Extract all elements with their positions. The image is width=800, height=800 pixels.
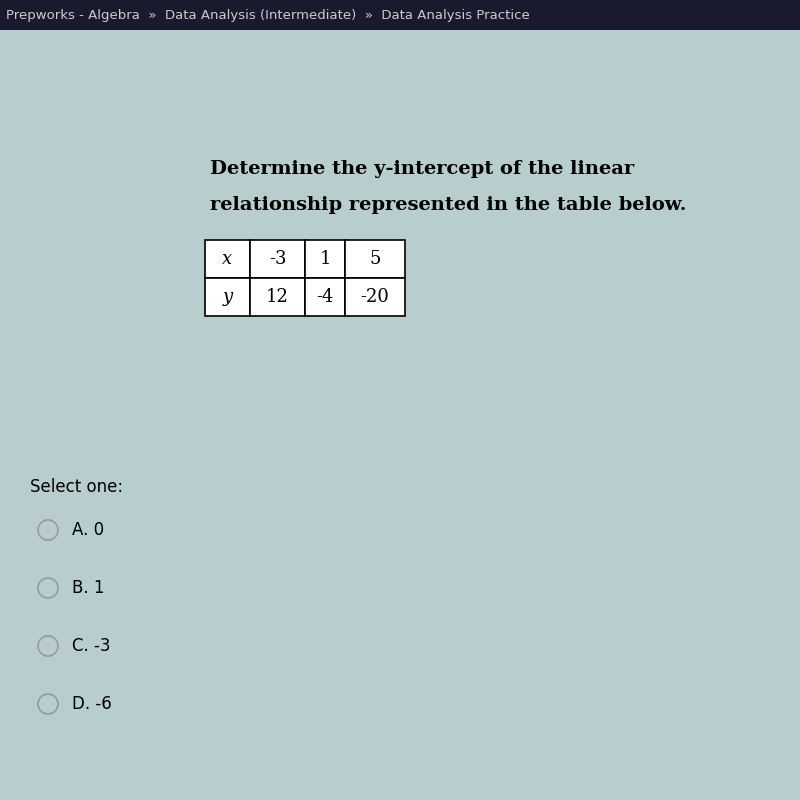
Text: C. -3: C. -3: [72, 637, 110, 655]
Bar: [345, 278, 405, 316]
Text: -4: -4: [316, 288, 334, 306]
Bar: [305, 278, 345, 316]
Bar: [250, 278, 305, 316]
Bar: [205, 240, 250, 278]
Text: Prepworks - Algebra  »  Data Analysis (Intermediate)  »  Data Analysis Practice: Prepworks - Algebra » Data Analysis (Int…: [6, 9, 530, 22]
Text: 1: 1: [319, 250, 330, 268]
Text: x: x: [222, 250, 233, 268]
Text: Select one:: Select one:: [30, 478, 123, 496]
Text: 5: 5: [370, 250, 381, 268]
Bar: [205, 278, 250, 316]
Text: -20: -20: [361, 288, 390, 306]
Text: 12: 12: [266, 288, 289, 306]
Bar: [305, 240, 345, 278]
Bar: [0, 0, 800, 30]
Bar: [345, 240, 405, 278]
Text: relationship represented in the table below.: relationship represented in the table be…: [210, 196, 686, 214]
Bar: [250, 240, 305, 278]
Text: A. 0: A. 0: [72, 521, 104, 539]
Text: -3: -3: [269, 250, 286, 268]
Text: B. 1: B. 1: [72, 579, 105, 597]
Text: Determine the y-intercept of the linear: Determine the y-intercept of the linear: [210, 160, 634, 178]
Text: D. -6: D. -6: [72, 695, 112, 713]
Text: y: y: [222, 288, 233, 306]
